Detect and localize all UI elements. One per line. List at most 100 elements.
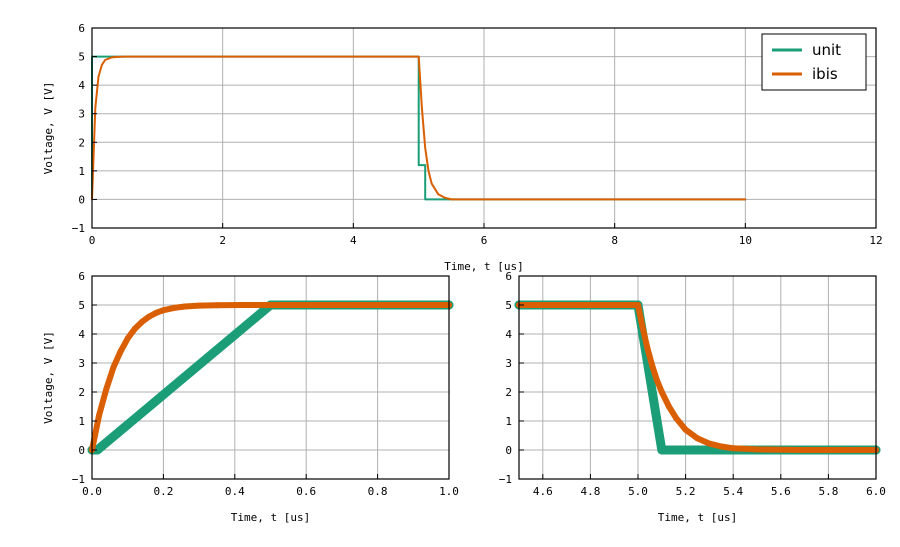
y-tick-label: 4	[505, 328, 512, 341]
y-tick-label: 5	[78, 51, 85, 64]
series-ibis-point	[103, 386, 110, 393]
series-ibis-point	[160, 307, 167, 314]
y-tick-label: 2	[78, 136, 85, 149]
y-axis-label: Voltage, V [V]	[42, 82, 55, 175]
y-tick-label: −1	[72, 473, 85, 486]
x-tick-label: 0.2	[153, 485, 173, 498]
x-tick-label: 5.6	[771, 485, 791, 498]
legend: unit ibis	[761, 33, 867, 91]
series-ibis-point	[110, 364, 117, 371]
y-tick-label: −1	[499, 473, 512, 486]
series-ibis-point	[563, 302, 570, 308]
x-tick-label: 10	[739, 234, 752, 247]
axes-frame	[518, 275, 877, 480]
y-tick-label: 2	[78, 386, 85, 399]
x-tick-label: 5.2	[676, 485, 696, 498]
series-ibis-point	[181, 303, 188, 310]
series-ibis-point	[754, 446, 760, 453]
y-tick-label: 1	[78, 165, 85, 178]
x-tick-label: 0.6	[296, 485, 316, 498]
x-tick-label: 0.4	[225, 485, 245, 498]
x-tick-label: 6	[481, 234, 488, 247]
y-tick-label: 6	[78, 270, 85, 283]
series-ibis-point	[801, 447, 808, 453]
y-tick-label: 5	[78, 299, 85, 312]
x-tick-label: 2	[219, 234, 226, 247]
series-ibis-point	[131, 325, 138, 332]
series-ibis-point	[138, 318, 145, 325]
series-ibis-point	[673, 415, 680, 422]
series-ibis-point	[644, 345, 651, 352]
series-ibis-point	[611, 302, 618, 308]
y-tick-label: 5	[505, 299, 512, 312]
series-ibis-point	[654, 377, 661, 384]
legend-label-unit: unit	[812, 41, 841, 59]
x-tick-label: 0.8	[368, 485, 388, 498]
x-tick-label: 6.0	[866, 485, 886, 498]
series-ibis-point	[658, 389, 665, 395]
series-ibis-line	[516, 302, 879, 453]
series-ibis-point	[374, 302, 381, 308]
x-axis-label: Time, t [us]	[231, 511, 310, 524]
y-tick-label: 4	[78, 328, 85, 341]
y-tick-label: 6	[78, 22, 85, 35]
y-tick-label: 3	[78, 108, 85, 121]
y-tick-label: 0	[505, 444, 512, 457]
x-tick-label: 0.0	[82, 485, 102, 498]
series-ibis-point	[196, 302, 203, 309]
y-tick-label: 6	[505, 270, 512, 283]
series-unit-point	[657, 445, 667, 455]
x-tick-label: 4.6	[533, 485, 553, 498]
series-ibis-point	[171, 304, 178, 311]
series-unit-line	[91, 55, 747, 201]
y-axis-label: Voltage, V [V]	[42, 331, 55, 424]
bottom-left-plot: 0.0 0.2 0.4 0.6 0.8 1.0 −1 0 1 2 3 4 5 6 Time, t [us] V…	[42, 270, 459, 524]
bottom-right-plot: 4.6 4.8 5.0 5.2 5.4 5.6 5.8 6.0 −1 0 1 2 3 4 5 6 Time, t…	[499, 270, 886, 524]
axes-frame	[91, 275, 450, 480]
series-unit-point	[704, 445, 714, 455]
x-axis-label: Time, t [us]	[658, 511, 737, 524]
y-tick-label: −1	[72, 222, 85, 235]
y-tick-label: 1	[78, 415, 85, 428]
series-ibis-line	[89, 302, 452, 453]
series-ibis-point	[117, 348, 124, 355]
series-ibis-point	[338, 302, 345, 308]
series-ibis-point	[649, 362, 656, 369]
y-tick-label: 1	[505, 415, 512, 428]
x-tick-label: 1.0	[439, 485, 459, 498]
series-ibis-point	[718, 443, 725, 450]
x-tick-label: 4.8	[580, 485, 600, 498]
series-ibis-line	[91, 55, 747, 201]
x-tick-label: 5.8	[818, 485, 838, 498]
series-ibis-point	[146, 313, 153, 320]
x-axis-label: Time, t [us]	[444, 260, 523, 273]
y-tick-label: 0	[78, 444, 85, 457]
series-ibis-point	[639, 325, 646, 332]
y-tick-label: 3	[505, 357, 512, 370]
series-ibis-point	[238, 302, 245, 308]
x-tick-label: 0	[89, 234, 96, 247]
series-ibis-point	[124, 335, 131, 342]
series-ibis-point	[153, 309, 160, 316]
x-tick-label: 4	[350, 234, 357, 247]
series-unit-line	[87, 300, 454, 455]
series-ibis-point	[96, 412, 103, 419]
series-ibis-point	[730, 445, 737, 452]
series-ibis-point	[410, 302, 417, 308]
series-unit-line	[514, 300, 881, 455]
x-tick-label: 5.4	[723, 485, 743, 498]
series-ibis-point	[682, 426, 689, 433]
y-tick-label: 3	[78, 357, 85, 370]
y-tick-label: 0	[78, 193, 85, 206]
series-ibis-point	[665, 403, 672, 410]
legend-box	[761, 33, 867, 91]
series-ibis-point	[213, 302, 220, 309]
y-tick-label: 2	[505, 386, 512, 399]
series-ibis-point	[706, 440, 713, 447]
y-tick-label: 4	[78, 79, 85, 92]
legend-label-ibis: ibis	[812, 65, 838, 83]
x-tick-label: 8	[611, 234, 618, 247]
series-ibis-point	[267, 302, 274, 308]
